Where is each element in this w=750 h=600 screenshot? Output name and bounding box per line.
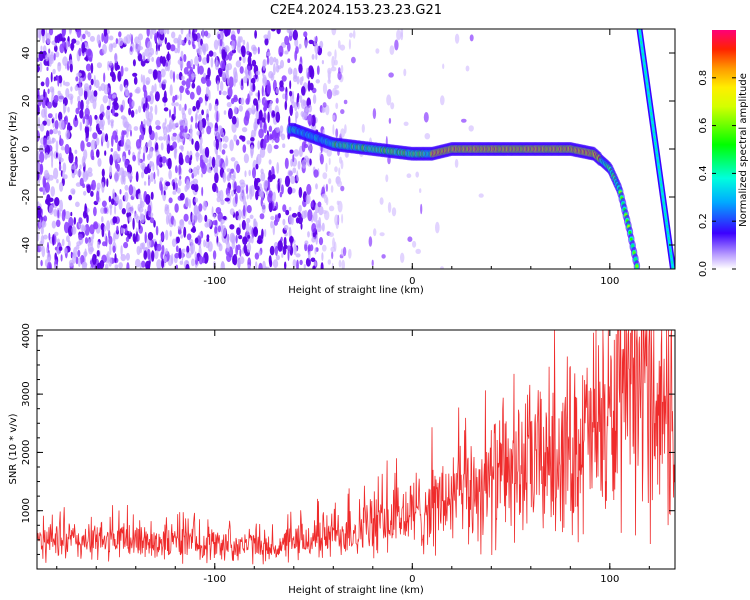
spectrogram-y-tick-label: -40 — [21, 237, 32, 253]
snr-ticks: -100 0 100 1000 2000 3000 4000 — [21, 323, 675, 585]
snr-series-line — [37, 330, 675, 565]
spectrogram-plot-area — [37, 29, 675, 269]
snr-x-tick-label: 0 — [409, 574, 415, 585]
colorbar-tick-label: 0.0 — [698, 261, 709, 277]
figure-title: C2E4.2024.153.23.23.G21 — [270, 3, 442, 18]
colorbar-ticks: 0.0 0.2 0.4 0.6 0.8 — [698, 70, 736, 277]
snr-panel: -100 0 100 1000 2000 3000 4000 Height of strai… — [8, 323, 676, 596]
spectrogram-x-tick-label: 0 — [409, 276, 415, 287]
snr-y-tick-label: 2000 — [21, 440, 32, 465]
spectrogram-y-tick-label: -20 — [21, 189, 32, 205]
spectrogram-y-axis-label: Frequency (Hz) — [8, 111, 19, 187]
spectrogram-y-tick-label: 0 — [21, 146, 32, 152]
snr-x-tick-label: 100 — [600, 574, 619, 585]
colorbar-gradient — [712, 30, 736, 269]
colorbar: 0.0 0.2 0.4 0.6 0.8 Normalized spectral ampl… — [698, 30, 749, 277]
spectrogram-main-trace — [286, 122, 641, 269]
snr-y-tick-label: 4000 — [21, 323, 32, 348]
spectrogram-ticks: -100 0 100 -40 -20 0 20 40 — [21, 29, 675, 287]
snr-y-tick-label: 3000 — [21, 381, 32, 406]
colorbar-tick-label: 0.2 — [698, 213, 709, 229]
spectrogram-panel: -100 0 100 -40 -20 0 20 40 Height of straight l… — [8, 28, 676, 296]
spectrogram-y-tick-label: 20 — [21, 95, 32, 108]
snr-x-axis-label: Height of straight line (km) — [288, 585, 424, 596]
colorbar-tick-label: 0.6 — [698, 118, 709, 134]
snr-plot-area — [37, 330, 675, 565]
colorbar-label: Normalized spectral amplitude — [738, 73, 749, 227]
spectrogram-y-tick-label: 40 — [21, 47, 32, 60]
colorbar-tick-label: 0.4 — [698, 165, 709, 181]
snr-y-tick-label: 1000 — [21, 498, 32, 523]
snr-x-tick-label: -100 — [203, 574, 226, 585]
colorbar-tick-label: 0.8 — [698, 70, 709, 86]
spectrogram-x-axis-label: Height of straight line (km) — [288, 285, 424, 296]
spectrogram-x-tick-label: 100 — [600, 276, 619, 287]
spectrogram-x-tick-label: -100 — [203, 276, 226, 287]
snr-frame — [36, 329, 676, 570]
snr-y-axis-label: SNR (10 * v/v) — [8, 413, 19, 484]
